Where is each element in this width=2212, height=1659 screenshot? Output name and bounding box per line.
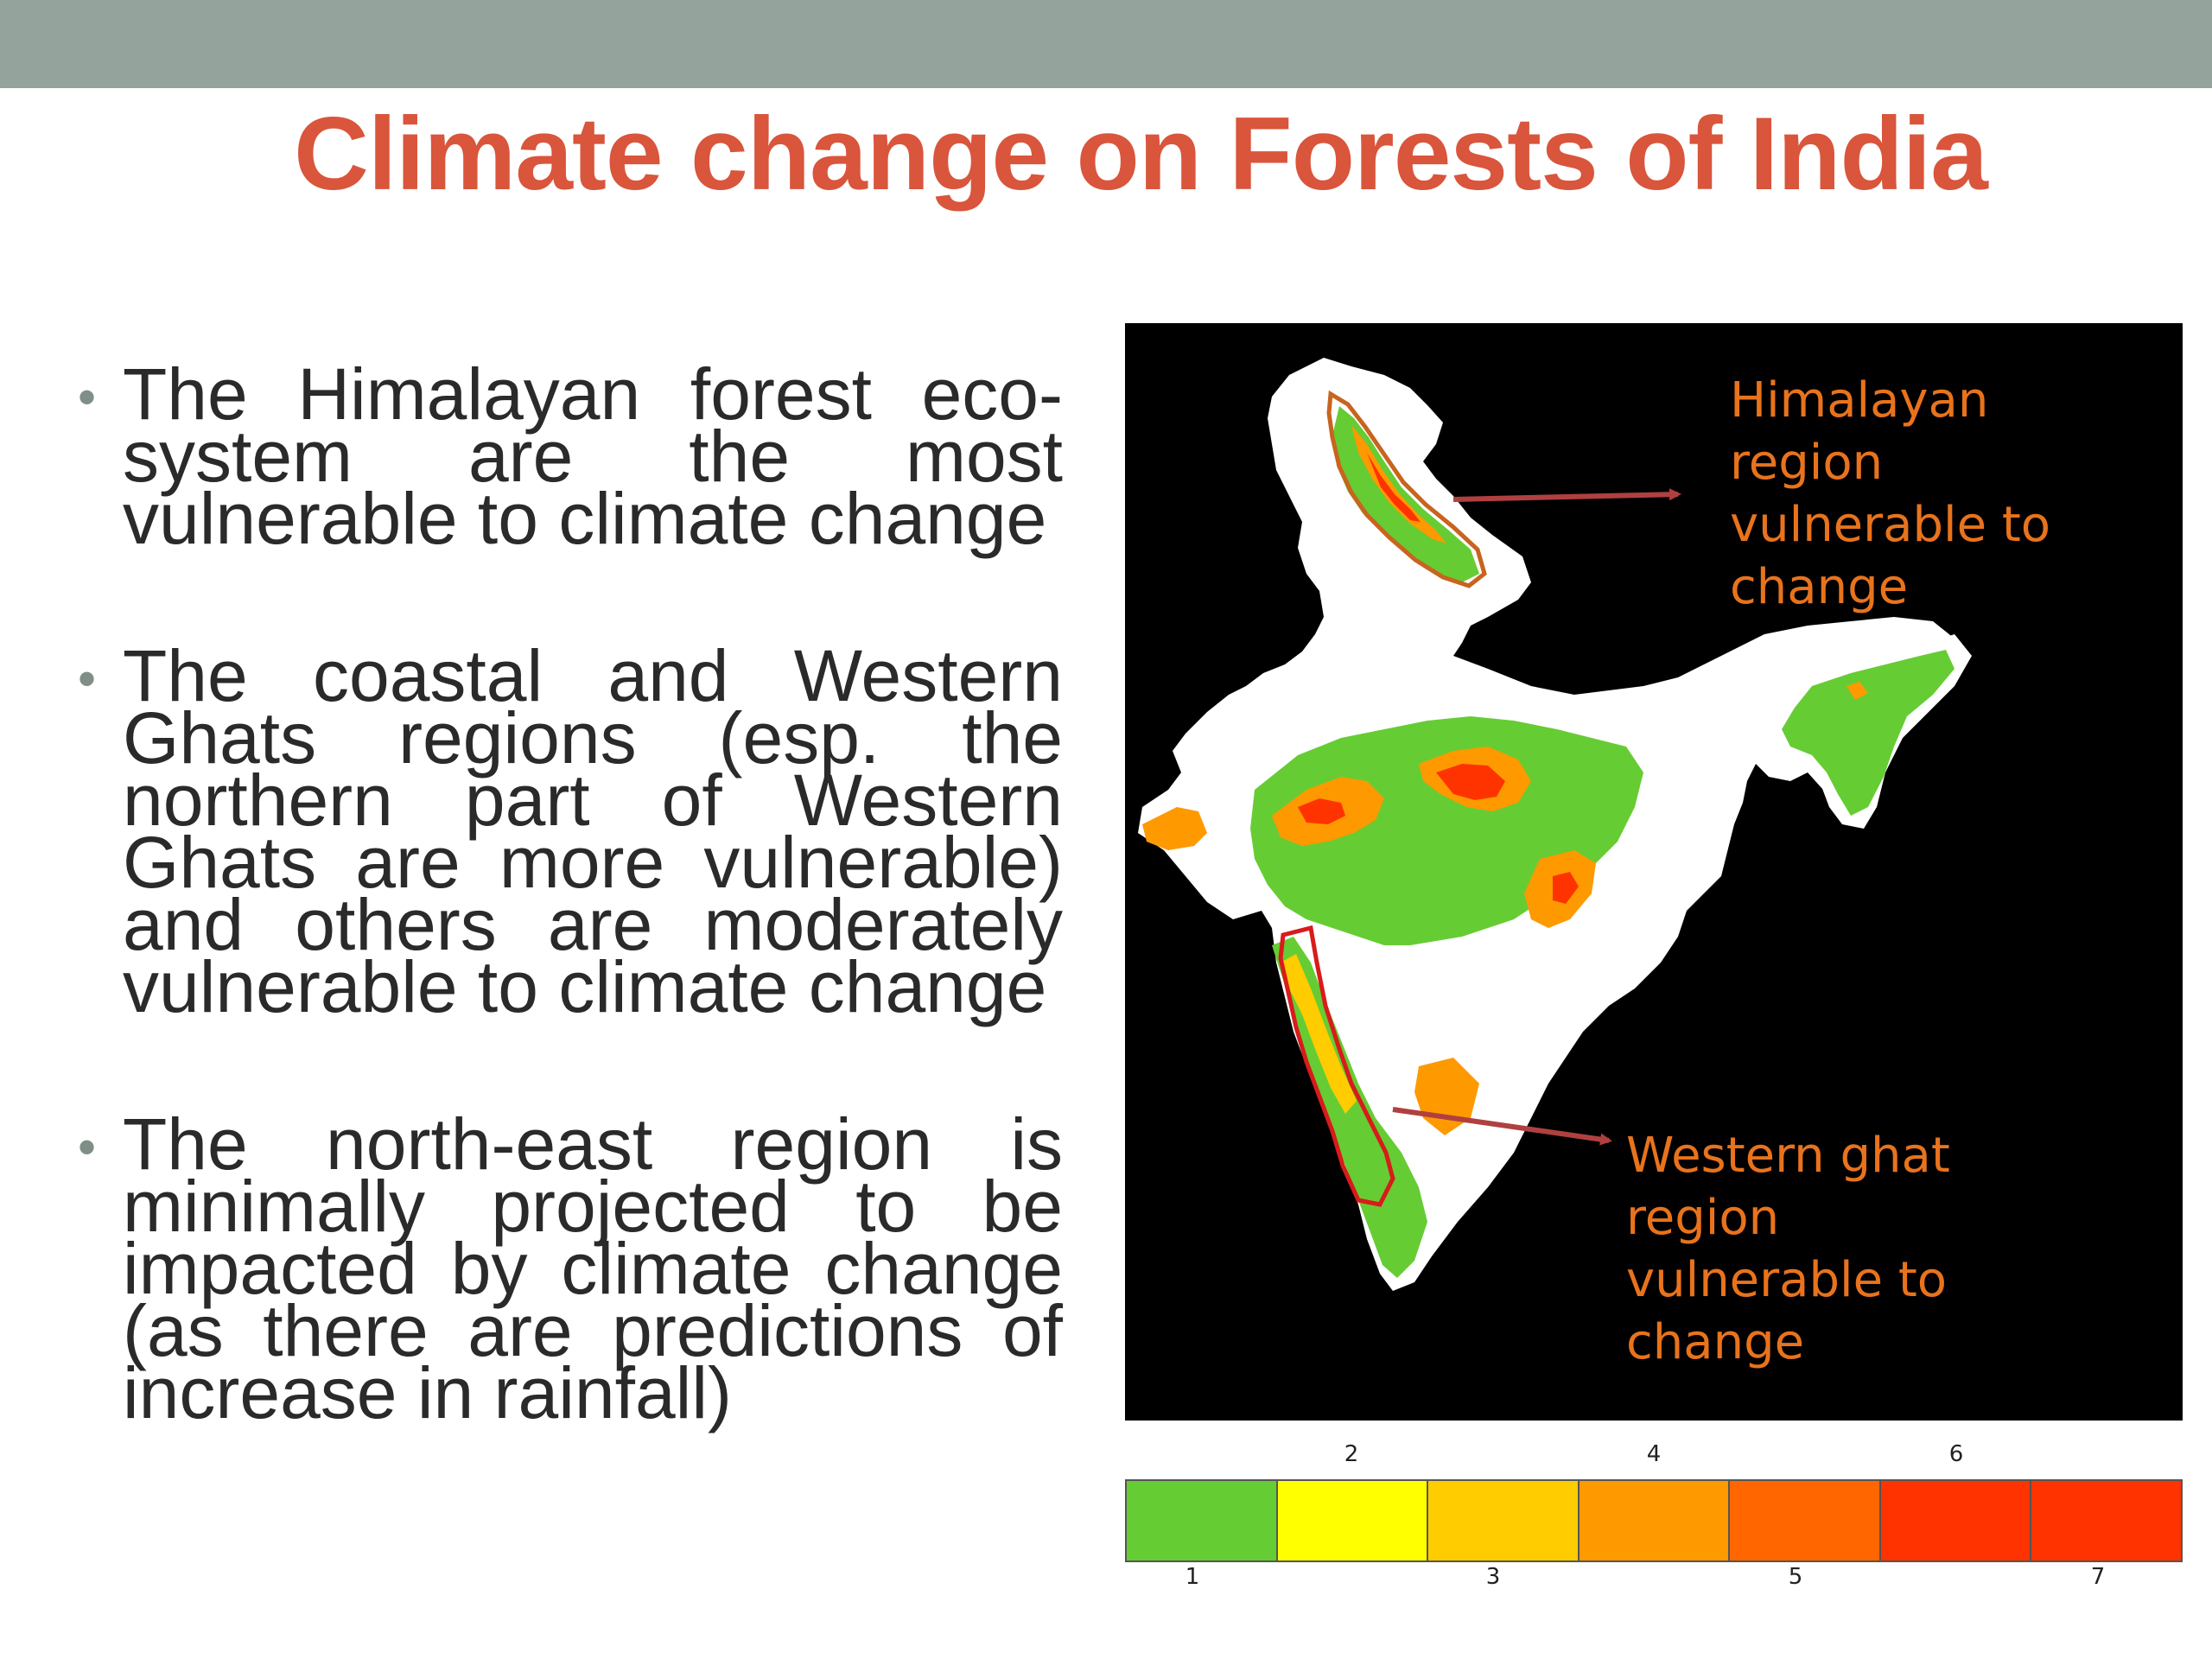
bullet-marker: • — [78, 650, 97, 708]
himalaya-arrow — [1452, 488, 1681, 502]
bullet-text: The coastal and Western Ghats regions (e… — [123, 635, 1063, 1027]
central-forest-red-2 — [1298, 798, 1345, 824]
legend-swatch-5 — [1730, 1481, 1881, 1560]
legend-swatch-3 — [1428, 1481, 1580, 1560]
legend-swatch-4 — [1579, 1481, 1731, 1560]
west-coast-forest-orange — [1142, 807, 1207, 850]
legend-tick-2: 2 — [1344, 1441, 1359, 1467]
western-ghat-region-label: Western ghat region vulnerable to change — [1626, 1128, 1950, 1370]
himalaya-forest-orange — [1351, 425, 1446, 543]
bullet-marker: • — [78, 1118, 97, 1176]
top-band — [0, 0, 2212, 88]
western-ghats-forest-orange — [1281, 954, 1357, 1114]
north-east-forest-orange — [1847, 682, 1868, 700]
legend-tick-3: 3 — [1485, 1564, 1501, 1590]
east-forest-red — [1553, 872, 1579, 904]
legend-tick-7: 7 — [2090, 1564, 2106, 1590]
bullet-north-east: • The north-east region is minimally pro… — [78, 1108, 1063, 1429]
legend-swatch-6 — [1880, 1481, 2032, 1560]
bullet-himalaya: • The Himalayan forest eco-system are th… — [78, 358, 1063, 555]
central-forest-red — [1436, 764, 1505, 800]
map-graphic — [1138, 358, 1972, 1291]
north-east-forest — [1782, 650, 1955, 816]
western-ghat-arrow — [1392, 1107, 1612, 1146]
western-ghats-outline — [1278, 925, 1395, 1207]
bullet-marker: • — [78, 368, 97, 426]
legend-swatch-1 — [1127, 1481, 1278, 1560]
legend-color-bar — [1125, 1479, 2183, 1562]
slide-title: Climate change on Forests of India — [294, 96, 1988, 212]
legend-swatch-7 — [2031, 1481, 2182, 1560]
bullet-western-ghats: • The coastal and Western Ghats regions … — [78, 639, 1063, 1023]
legend-swatch-2 — [1277, 1481, 1429, 1560]
india-forest-vulnerability-map: Himalayan region vulnerable to change We… — [1125, 323, 2183, 1421]
bullet-text: The north-east region is minimally proje… — [123, 1103, 1063, 1433]
bullet-list: • The Himalayan forest eco-system are th… — [78, 358, 1063, 1429]
legend-tick-4: 4 — [1646, 1441, 1662, 1467]
bullet-text: The Himalayan forest eco-system are the … — [123, 353, 1063, 559]
himalaya-outline — [1326, 390, 1487, 588]
vulnerability-legend: 2 4 6 1 3 5 7 — [1125, 1436, 2183, 1590]
legend-tick-5: 5 — [1788, 1564, 1803, 1590]
himalaya-region-label: Himalayan region vulnerable to change — [1730, 372, 2051, 615]
legend-tick-6: 6 — [1948, 1441, 1964, 1467]
legend-tick-1: 1 — [1185, 1564, 1200, 1590]
